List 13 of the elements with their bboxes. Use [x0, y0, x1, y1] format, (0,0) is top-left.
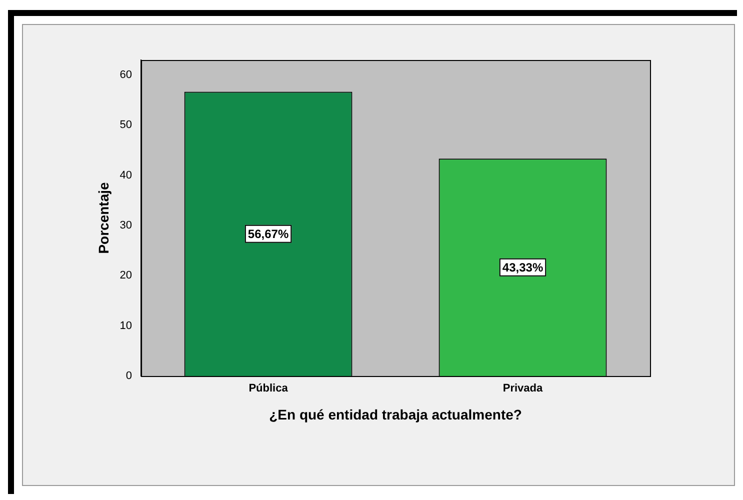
y-tick-label: 0 [126, 370, 132, 382]
y-tick-label: 40 [120, 169, 132, 182]
y-tick-label: 10 [120, 320, 132, 332]
data-label: 43,33% [502, 260, 544, 275]
y-tick-label: 50 [120, 119, 132, 132]
x-tick-label: Pública [248, 382, 289, 395]
y-tick-label: 60 [120, 69, 132, 82]
data-label: 56,67% [248, 227, 289, 242]
x-tick-label: Privada [502, 382, 544, 395]
y-axis-title: Porcentaje [95, 182, 112, 254]
y-tick-label: 30 [120, 220, 132, 232]
y-tick-label: 20 [120, 270, 132, 282]
x-axis-title: ¿En qué entidad trabaja actualmente? [269, 406, 522, 422]
